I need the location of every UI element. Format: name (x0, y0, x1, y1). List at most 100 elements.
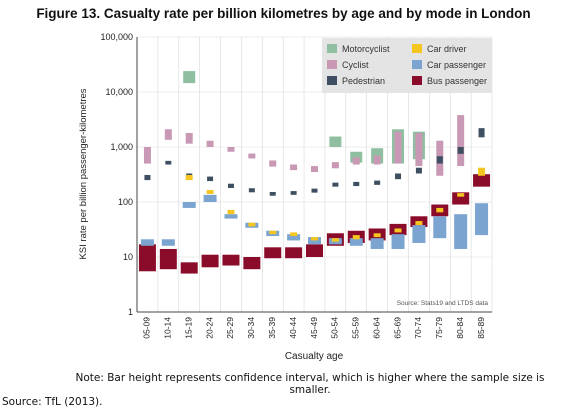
car-passenger-bar (412, 225, 426, 243)
pedestrian-bar (395, 173, 402, 180)
bus-passenger-bar (306, 244, 323, 257)
car-driver-bar (185, 174, 193, 181)
legend: Motorcyclist Cyclist Pedestrian Car driver C… (322, 38, 492, 93)
y-tick-label: 100,000 (100, 32, 133, 42)
y-tick-label: 100 (118, 197, 133, 207)
car-driver-bar (457, 193, 465, 197)
x-tick-label: 75-79 (434, 317, 444, 339)
car-driver-bar (373, 233, 381, 238)
x-tick-label: 30-34 (246, 317, 256, 339)
car-passenger-bar (433, 216, 447, 239)
car-passenger-bar (182, 202, 196, 208)
pedestrian-bar (165, 160, 172, 165)
car-driver-bar (394, 228, 402, 233)
pedestrian-bar (144, 174, 151, 181)
pedestrian-bar (207, 176, 214, 182)
chart-note: Note: Bar height represents confidence i… (75, 372, 545, 396)
car-driver-bar (331, 238, 339, 242)
y-axis-label: KSI rate per billion passenger-kilometre… (78, 88, 89, 259)
car-passenger-bar (349, 238, 363, 246)
car-passenger-bar (308, 237, 321, 245)
legend-swatch-car-driver (412, 44, 422, 53)
legend-label-car-passenger: Car passenger (427, 60, 486, 70)
car-driver-bar (415, 221, 423, 226)
cyclist-bar (164, 129, 172, 140)
motorcyclist-bar (329, 136, 342, 147)
bus-passenger-bar (264, 247, 282, 259)
y-tick-label: 1 (128, 307, 133, 317)
chart-title: Figure 13. Casualty rate per billion kil… (36, 6, 531, 21)
motorcyclist-bar (183, 71, 196, 84)
pedestrian-bar (374, 180, 381, 185)
bus-passenger-bar (138, 244, 156, 272)
x-tick-label: 60-64 (371, 317, 381, 339)
car-passenger-bar (475, 203, 489, 236)
pedestrian-bar (332, 182, 339, 187)
car-driver-bar (436, 207, 444, 213)
pedestrian-bar (478, 128, 485, 138)
legend-swatch-pedestrian (327, 76, 337, 85)
cyclist-bar (248, 153, 256, 159)
cyclist-bar (206, 140, 214, 147)
x-tick-label: 05-09 (142, 317, 152, 339)
y-tick-label: 1,000 (110, 142, 133, 152)
pedestrian-bar (227, 183, 234, 188)
cyclist-bar (394, 131, 402, 164)
legend-label-car-driver: Car driver (427, 44, 467, 54)
pedestrian-bar (269, 191, 276, 196)
car-passenger-bar (391, 234, 405, 249)
car-driver-bar (290, 232, 298, 237)
car-driver-bar (248, 222, 256, 227)
car-passenger-bar (224, 214, 238, 219)
cyclist-bar (311, 166, 318, 173)
x-tick-labels: 05-09 10-14 15-19 20-24 25-29 30-34 35-39 40-44… (142, 317, 486, 339)
legend-label-bus-passenger: Bus passenger (427, 76, 487, 86)
pedestrian-bar (311, 188, 318, 193)
motorcyclist-bar (350, 151, 363, 163)
cyclist-bar (143, 147, 151, 164)
car-driver-bar (269, 230, 277, 235)
source-citation: Source: TfL (2013). (2, 396, 103, 408)
x-tick-label: 40-44 (288, 317, 298, 339)
cyclist-bar (290, 164, 298, 171)
cyclist-bar (269, 160, 277, 167)
car-passenger-bar (454, 214, 468, 249)
car-passenger-bar (140, 239, 154, 246)
x-tick-label: 55-59 (351, 317, 361, 339)
y-tick-label: 10 (123, 252, 133, 262)
cyclist-bar (457, 115, 465, 167)
x-tick-label: 80-84 (455, 317, 465, 339)
pedestrian-bar (353, 181, 360, 187)
x-tick-label: 70-74 (413, 317, 423, 339)
y-tick-labels: 100,000 10,000 1,000 100 10 1 (100, 32, 133, 317)
series-marks (138, 71, 491, 274)
cyclist-bar (352, 157, 360, 165)
bus-passenger-bar (222, 254, 240, 266)
bus-passenger-bar (243, 257, 261, 270)
bus-passenger-bar (285, 247, 303, 259)
y-tick-label: 10,000 (105, 87, 133, 97)
legend-swatch-car-passenger (412, 60, 422, 69)
pedestrian-bar (415, 167, 422, 174)
x-tick-label: 50-54 (330, 317, 340, 339)
car-driver-bar (478, 167, 486, 176)
x-tick-label: 65-69 (392, 317, 402, 339)
x-tick-label: 15-19 (183, 317, 193, 339)
x-tick-label: 45-49 (309, 317, 319, 339)
cyclist-bar (185, 132, 193, 144)
legend-swatch-bus-passenger (412, 76, 422, 85)
chart: 100,000 10,000 1,000 100 10 1 05-09 10-14 15-19… (78, 32, 493, 362)
car-passenger-bar (203, 194, 217, 202)
x-tick-label: 10-14 (163, 317, 173, 339)
legend-label-cyclist: Cyclist (342, 60, 369, 70)
car-driver-bar (227, 209, 235, 215)
legend-label-motorcyclist: Motorcyclist (342, 44, 390, 54)
x-tick-label: 25-29 (225, 317, 235, 339)
car-driver-bar (311, 237, 318, 241)
cyclist-bar (415, 132, 423, 167)
car-passenger-bar (161, 239, 175, 246)
legend-label-pedestrian: Pedestrian (342, 76, 385, 86)
legend-box (322, 38, 492, 93)
x-tick-label: 35-39 (267, 317, 277, 339)
car-passenger-bar (287, 234, 301, 241)
